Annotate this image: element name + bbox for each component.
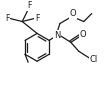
Text: O: O [79, 30, 86, 39]
Text: F: F [35, 14, 39, 23]
Text: Cl: Cl [90, 55, 98, 64]
Text: F: F [27, 1, 31, 10]
Text: O: O [70, 9, 76, 18]
Text: F: F [5, 14, 9, 23]
Text: N: N [54, 31, 60, 40]
